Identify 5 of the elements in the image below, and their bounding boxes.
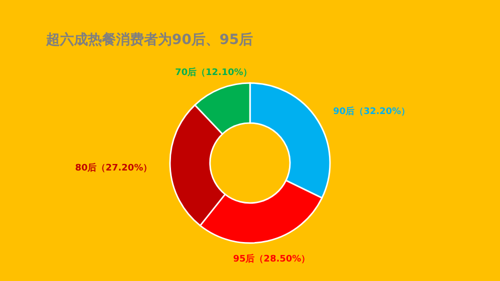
slice-label: 80后（27.20%） [75,162,152,174]
slice-label: 95后（28.50%） [233,254,310,265]
slice-label: 70后（12.10%） [175,67,252,78]
slice-label: 90后（32.20%） [333,106,410,118]
chart-title: 超六成热餐消费者为90后、95后 [45,31,253,48]
